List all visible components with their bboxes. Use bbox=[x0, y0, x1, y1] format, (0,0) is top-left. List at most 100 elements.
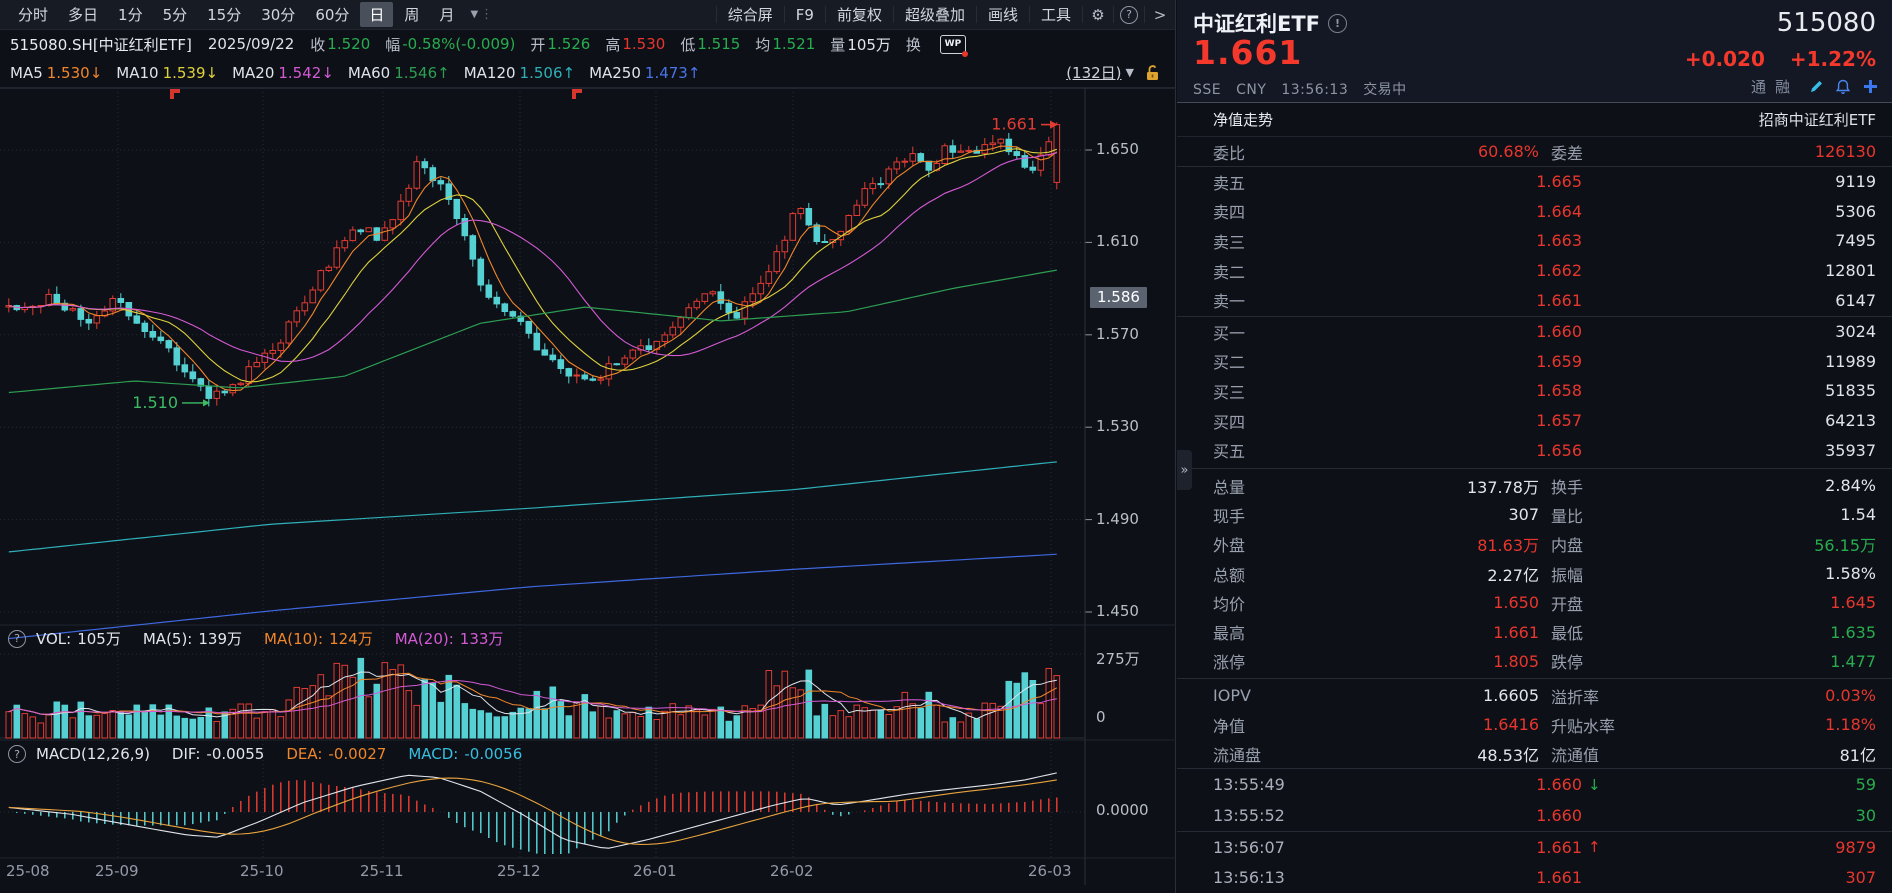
weibi-label: 委比 bbox=[1213, 143, 1246, 163]
stats-block-1: 总量 137.78万 换手 2.84% 现手 307 量比 1.54 外盘 81.63万 … bbox=[1177, 468, 1892, 676]
stock-flags: 通 融 bbox=[1751, 76, 1880, 97]
bid-row[interactable]: 买三 1.658 51835 bbox=[1213, 381, 1876, 402]
alert-button[interactable] bbox=[1833, 77, 1853, 97]
stat-row: 涨停 1.805 跌停 1.477 bbox=[1213, 651, 1876, 673]
menu-item[interactable]: 前复权 bbox=[824, 5, 893, 24]
tab-period-5分[interactable]: 5分 bbox=[162, 6, 188, 24]
menu-item[interactable]: F9 bbox=[783, 6, 825, 24]
tab-period-周[interactable]: 周 bbox=[404, 6, 420, 24]
ma-legend-bar: MA5 1.530↓ MA10 1.539↓ MA20 1.542↓ MA60 1.546↑ M… bbox=[0, 58, 1175, 88]
expand-toolbar-button[interactable]: > bbox=[1144, 5, 1175, 24]
panel-collapse-handle[interactable]: » bbox=[1177, 450, 1192, 490]
y-axis-label: 1.530 bbox=[1096, 417, 1139, 435]
range-caret-icon[interactable]: ▼ bbox=[1125, 66, 1134, 79]
change-percent: +1.22% bbox=[1789, 47, 1876, 71]
tab-period-30分[interactable]: 30分 bbox=[261, 6, 296, 24]
quote-field: 换 bbox=[905, 35, 921, 54]
pencil-icon bbox=[1810, 81, 1822, 92]
stat-row: IOPV 1.6605 溢折率 0.03% bbox=[1213, 686, 1876, 707]
tab-period-日[interactable]: 日 bbox=[360, 2, 394, 27]
ask-row[interactable]: 卖四 1.664 5306 bbox=[1213, 201, 1876, 223]
chevron-right-icon: > bbox=[1153, 5, 1167, 24]
fund-full-name: 招商中证红利ETF bbox=[1758, 111, 1876, 129]
macd-pane-header: ? MACD(12,26,9) DIF: -0.0055 DEA: -0.002… bbox=[0, 740, 1085, 768]
tab-period-多日[interactable]: 多日 bbox=[68, 6, 99, 24]
y-axis-label: 1.490 bbox=[1096, 510, 1139, 528]
y-axis-label: 1.650 bbox=[1096, 140, 1139, 158]
visible-range-label[interactable]: (132日) bbox=[1066, 64, 1122, 82]
stats-block-2: IOPV 1.6605 溢折率 0.03% 净值 1.6416 升贴水率 1.18% 流… bbox=[1177, 678, 1892, 769]
period-dropdown-caret-icon[interactable]: ▼ bbox=[470, 9, 479, 20]
stat-row: 均价 1.650 开盘 1.645 bbox=[1213, 593, 1876, 614]
x-axis-label: 25-12 bbox=[497, 862, 541, 880]
vol-axis-max: 275万 bbox=[1096, 650, 1140, 668]
menu-item[interactable]: 超级叠加 bbox=[892, 5, 976, 24]
tab-period-月[interactable]: 月 bbox=[439, 6, 455, 24]
settings-button[interactable]: ⚙ bbox=[1082, 6, 1113, 24]
ask-row[interactable]: 卖二 1.662 12801 bbox=[1213, 261, 1876, 282]
prev-close-price-tag: 1.586 bbox=[1090, 287, 1147, 308]
tab-nav-trend[interactable]: 净值走势 bbox=[1213, 111, 1274, 129]
last-price: 1.661 bbox=[1193, 33, 1303, 72]
quote-field: 幅 -0.58%(-0.009) bbox=[385, 35, 516, 54]
macd-help-icon[interactable]: ? bbox=[8, 745, 26, 763]
unlock-icon[interactable] bbox=[1144, 64, 1161, 82]
bid-row[interactable]: 买一 1.660 3024 bbox=[1213, 322, 1876, 343]
bid-row[interactable]: 买五 1.656 35937 bbox=[1213, 440, 1876, 462]
vol-ma5-value: 139万 bbox=[198, 630, 243, 648]
quote-time: 13:56:13 bbox=[1281, 82, 1349, 98]
dif-label: DIF: bbox=[171, 745, 201, 763]
info-icon[interactable]: ! bbox=[1328, 13, 1348, 33]
tick-row[interactable]: 13:55:52 1.660 30 bbox=[1213, 806, 1876, 825]
stock-name: 中证红利ETF ! bbox=[1193, 8, 1348, 38]
wp-monitor-icon[interactable]: WP bbox=[939, 34, 968, 57]
chart-svg: 1.661 1.510 bbox=[0, 88, 1176, 885]
vol-ma20-value: 133万 bbox=[459, 630, 504, 648]
tab-period-15分[interactable]: 15分 bbox=[207, 6, 242, 24]
vol-ma20-label: MA(20): bbox=[394, 629, 454, 648]
quote-field: 高 1.530 bbox=[605, 35, 666, 54]
vol-axis-min: 0 bbox=[1096, 708, 1106, 726]
bid-row[interactable]: 买二 1.659 11989 bbox=[1213, 351, 1876, 373]
quote-field: 均 1.521 bbox=[755, 35, 816, 54]
tab-period-1分[interactable]: 1分 bbox=[118, 6, 143, 24]
dif-value: -0.0055 bbox=[206, 745, 265, 763]
ask-queue: 卖五 1.665 9119 卖四 1.664 5306 卖三 1.663 7495 卖二 1.… bbox=[1177, 166, 1892, 315]
bid-row[interactable]: 买四 1.657 64213 bbox=[1213, 411, 1876, 432]
ma-item-MA10: MA10 1.539↓ bbox=[116, 63, 219, 82]
svg-text:1.661: 1.661 bbox=[991, 115, 1037, 134]
nav-value-tab-row: 净值走势 招商中证红利ETF bbox=[1177, 103, 1892, 137]
quote-field: 量 105万 bbox=[830, 35, 891, 54]
vol-label: VOL: bbox=[36, 629, 72, 648]
menu-item[interactable]: 工具 bbox=[1028, 5, 1082, 24]
date-axis: 25-08 25-09 25-10 25-11 25-12 26-01 26-02 26-03 bbox=[0, 858, 1176, 885]
change-value: +0.020 bbox=[1684, 47, 1765, 71]
add-watchlist-button[interactable] bbox=[1860, 77, 1880, 97]
stat-row: 流通盘 48.53亿 流通值 81亿 bbox=[1213, 746, 1876, 766]
quote-field: 开 1.526 bbox=[530, 35, 591, 54]
stat-row: 总量 137.78万 换手 2.84% bbox=[1213, 476, 1876, 497]
toolbar-menu: 综合屏 F9 前复权 超级叠加 画线 工具 bbox=[715, 0, 1082, 29]
chart-area[interactable]: 1.661 1.510 1.650 1.610 1.570 1.530 1.490 1.45… bbox=[0, 88, 1176, 893]
tick-row[interactable]: 13:56:07 1.661 ↑ 9879 bbox=[1177, 831, 1892, 862]
vol-help-icon[interactable]: ? bbox=[8, 629, 26, 648]
ask-row[interactable]: 卖三 1.663 7495 bbox=[1213, 231, 1876, 252]
vol-ma10-value: 124万 bbox=[329, 630, 373, 648]
stat-row: 外盘 81.63万 内盘 56.15万 bbox=[1213, 536, 1876, 556]
price-change: +0.020 +1.22% bbox=[1667, 47, 1876, 71]
ask-row[interactable]: 卖五 1.665 9119 bbox=[1213, 172, 1876, 193]
tick-row[interactable]: 13:55:49 1.660 ↓ 59 bbox=[1213, 775, 1876, 794]
edit-button[interactable] bbox=[1806, 77, 1826, 97]
ask-row[interactable]: 卖一 1.661 6147 bbox=[1213, 290, 1876, 312]
menu-item[interactable]: 画线 bbox=[975, 5, 1029, 24]
tab-period-60分[interactable]: 60分 bbox=[315, 6, 350, 24]
tick-row[interactable]: 13:56:13 1.661 307 bbox=[1213, 868, 1876, 887]
x-axis-label: 26-03 bbox=[1028, 862, 1072, 880]
y-axis-label: 1.610 bbox=[1096, 232, 1139, 250]
help-button[interactable]: ? bbox=[1113, 5, 1144, 24]
period-tabs: 分时 多日 1分 5分 15分 30分 60分日周 月 bbox=[8, 2, 464, 27]
menu-item[interactable]: 综合屏 bbox=[715, 5, 784, 24]
tab-period-分时[interactable]: 分时 bbox=[18, 6, 49, 24]
svg-text:1.510: 1.510 bbox=[132, 393, 178, 412]
more-dots-icon[interactable]: ⋮ bbox=[480, 7, 493, 22]
